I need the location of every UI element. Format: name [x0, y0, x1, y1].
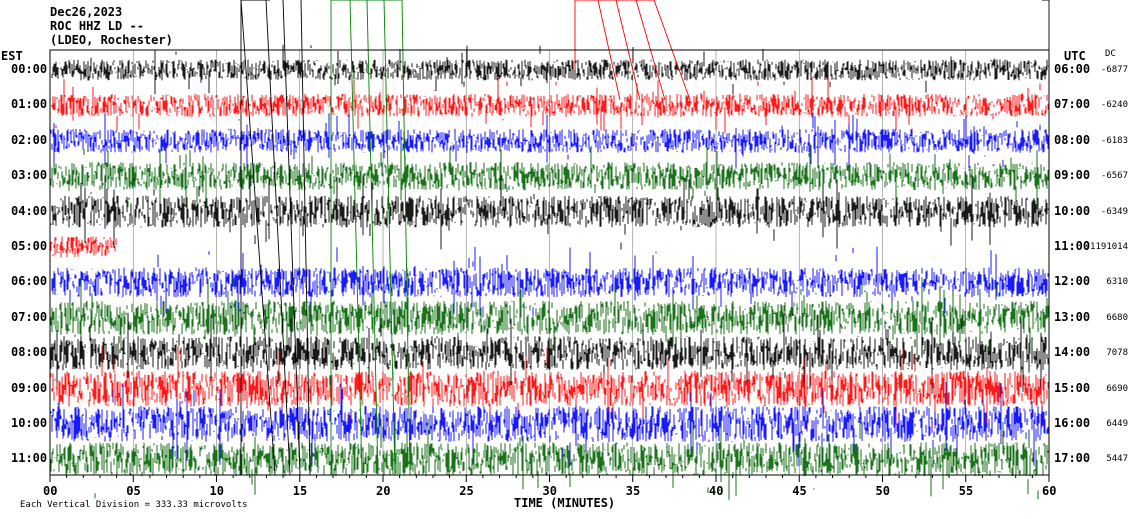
event-marker	[574, 0, 654, 70]
event-marker	[330, 0, 402, 475]
est-label: 03:00	[11, 168, 48, 183]
x-tick-label: 10	[209, 484, 224, 498]
event-marker	[383, 0, 396, 476]
event-marker	[366, 0, 379, 476]
est-label: 00:00	[11, 62, 48, 76]
x-tick-label: 40	[709, 484, 724, 498]
event-marker	[240, 0, 276, 476]
dc-value: 6449	[1106, 419, 1128, 429]
dc-value: -6567	[1100, 171, 1128, 182]
utc-label: 06:00	[1054, 62, 1091, 76]
utc-label: 10:00	[1054, 203, 1091, 218]
utc-label: 12:00	[1054, 274, 1091, 289]
est-label: 07:00	[11, 309, 48, 324]
x-tick-label: 00	[43, 484, 58, 498]
x-tick-label: 15	[292, 484, 308, 498]
utc-label: 07:00	[1054, 97, 1091, 112]
left-timezone-label: EST	[1, 49, 23, 63]
utc-label: 16:00	[1054, 416, 1091, 430]
dc-value: 5447	[1106, 454, 1128, 465]
est-label: 09:00	[11, 380, 48, 395]
dc-header: DC	[1105, 49, 1116, 59]
est-label: 05:00	[11, 239, 48, 253]
est-label: 06:00	[11, 274, 48, 289]
x-tick-label: 60	[1042, 484, 1057, 498]
est-label: 02:00	[11, 132, 48, 147]
right-timezone-label: UTC	[1064, 49, 1086, 63]
x-tick-label: 30	[542, 484, 557, 498]
x-tick-label: 35	[625, 484, 641, 498]
scale-note: Each Vertical Division = 333.33 microvol…	[20, 500, 248, 510]
x-tick-label: 55	[958, 484, 974, 498]
event-marker	[1042, 0, 1050, 50]
dc-value: 6680	[1106, 312, 1128, 323]
x-axis-ticks	[49, 475, 1050, 482]
x-axis-title: TIME (MINUTES)	[514, 496, 616, 510]
dc-value: 7078	[1106, 348, 1128, 359]
event-marker	[282, 0, 301, 476]
est-label: 04:00	[11, 203, 48, 218]
event-marker	[349, 0, 363, 476]
event-marker	[265, 0, 291, 476]
dc-value: 6690	[1106, 383, 1128, 394]
dc-value: 6310	[1106, 277, 1128, 288]
utc-label: 14:00	[1054, 345, 1091, 360]
event-marker	[401, 0, 411, 476]
x-tick-label: 20	[376, 484, 391, 498]
utc-label: 11:00	[1054, 239, 1091, 253]
event-marker	[300, 0, 311, 476]
est-label: 08:00	[11, 345, 48, 360]
x-tick-label: 50	[875, 484, 890, 498]
utc-label: 08:00	[1054, 132, 1091, 147]
network-name: (LDEO, Rochester)	[50, 33, 173, 47]
est-label: 11:00	[11, 451, 48, 466]
utc-label: 15:00	[1054, 380, 1091, 395]
x-tick-label: 45	[792, 484, 807, 498]
station-code: ROC HHZ LD --	[50, 19, 144, 33]
est-label: 01:00	[11, 97, 48, 112]
utc-label: 17:00	[1054, 451, 1091, 466]
dc-value: -6240	[1100, 100, 1128, 111]
dc-value: -6349	[1100, 206, 1128, 217]
x-tick-label: 25	[459, 484, 474, 498]
event-markers	[240, 0, 1050, 476]
dc-value: -6877	[1100, 65, 1128, 75]
event-marker	[240, 0, 270, 475]
utc-label: 13:00	[1054, 309, 1091, 324]
trace-row	[49, 236, 117, 258]
utc-label: 09:00	[1054, 168, 1091, 183]
est-label: 10:00	[11, 416, 48, 430]
dc-value: -1191014	[1084, 242, 1128, 252]
dc-value: -6183	[1100, 135, 1128, 146]
plot-date: Dec26,2023	[50, 5, 123, 19]
x-tick-label: 05	[126, 484, 141, 498]
